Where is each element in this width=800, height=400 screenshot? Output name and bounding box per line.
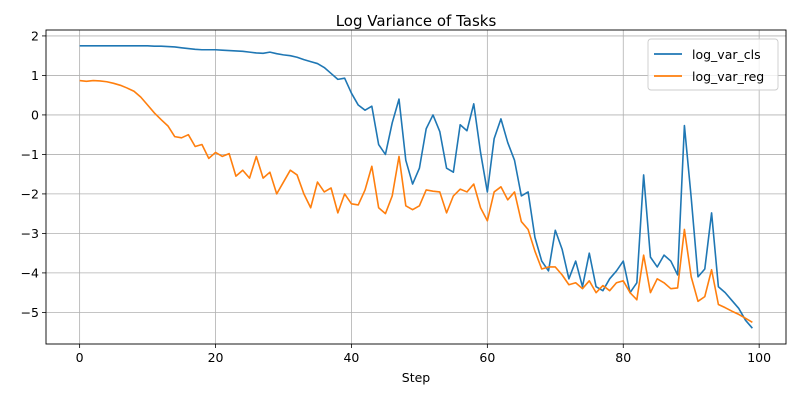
- x-tick-label: 40: [343, 350, 359, 365]
- y-tick-label: −1: [21, 147, 39, 162]
- y-tick-label: −2: [21, 186, 39, 201]
- x-tick-label: 60: [479, 350, 495, 365]
- legend-label-log-var-reg: log_var_reg: [692, 69, 764, 84]
- y-tick-label: 2: [31, 28, 39, 43]
- plot-area-frame: [45, 29, 787, 345]
- x-tick-label: 20: [208, 350, 224, 365]
- y-tick-label: −4: [21, 265, 39, 280]
- y-tick-label: −5: [21, 305, 39, 320]
- y-tick-label: 0: [31, 107, 39, 122]
- x-tick-label: 0: [76, 350, 84, 365]
- legend-box: [647, 38, 779, 91]
- x-axis-label: Step: [402, 370, 431, 385]
- series-line-log-var-reg: [79, 79, 753, 323]
- legend-label-log-var-cls: log_var_cls: [692, 47, 761, 62]
- y-tick-label: −3: [21, 226, 39, 241]
- x-tick-label: 100: [747, 350, 771, 365]
- chart-title: Log Variance of Tasks: [336, 12, 497, 30]
- y-tick-label: 1: [31, 68, 39, 83]
- legend: log_var_cls log_var_reg: [647, 38, 779, 91]
- x-tick-label: 80: [615, 350, 631, 365]
- series-line-log-var-cls: [79, 44, 753, 329]
